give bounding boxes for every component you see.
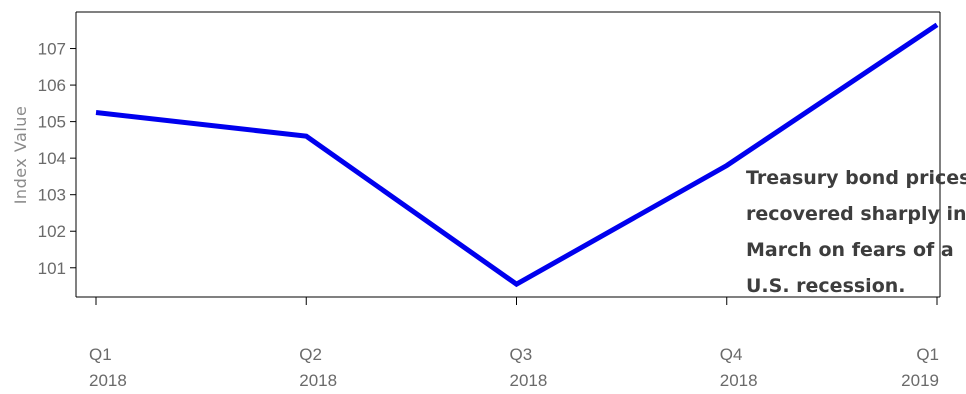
y-tick-label: 104 bbox=[38, 149, 66, 168]
y-axis: 101 102 103 104 105 106 107 bbox=[38, 40, 76, 278]
x-tick-label: 2018 bbox=[299, 371, 337, 390]
x-axis: Q1 2018 Q2 2018 Q3 2018 Q4 2018 Q1 2019 bbox=[89, 297, 939, 390]
x-tick-label: Q2 bbox=[299, 345, 322, 364]
plot-frame bbox=[75, 11, 941, 298]
x-tick-label: 2018 bbox=[89, 371, 127, 390]
y-tick-label: 103 bbox=[38, 186, 66, 205]
y-tick-label: 101 bbox=[38, 259, 66, 278]
y-tick-label: 106 bbox=[38, 76, 66, 95]
y-axis-title: Index Value bbox=[11, 106, 30, 205]
y-tick-label: 102 bbox=[38, 222, 66, 241]
annotation-line: U.S. recession. bbox=[746, 275, 906, 297]
x-tick-label: Q3 bbox=[510, 345, 533, 364]
annotation-line: March on fears of a bbox=[746, 239, 954, 261]
series-layer bbox=[95, 22, 939, 288]
x-tick-label: 2018 bbox=[510, 371, 548, 390]
x-tick-label: Q1 bbox=[916, 345, 939, 364]
x-tick-label: Q4 bbox=[720, 345, 743, 364]
chart-annotation: Treasury bond prices recovered sharply in… bbox=[746, 167, 966, 297]
y-tick-label: 105 bbox=[38, 113, 66, 132]
x-tick-label: 2018 bbox=[720, 371, 758, 390]
annotation-line: Treasury bond prices bbox=[746, 167, 966, 189]
x-tick-label: 2019 bbox=[901, 371, 939, 390]
y-tick-label: 107 bbox=[38, 40, 66, 59]
series-line bbox=[95, 22, 939, 288]
annotation-line: recovered sharply in bbox=[746, 203, 966, 225]
x-tick-label: Q1 bbox=[89, 345, 112, 364]
